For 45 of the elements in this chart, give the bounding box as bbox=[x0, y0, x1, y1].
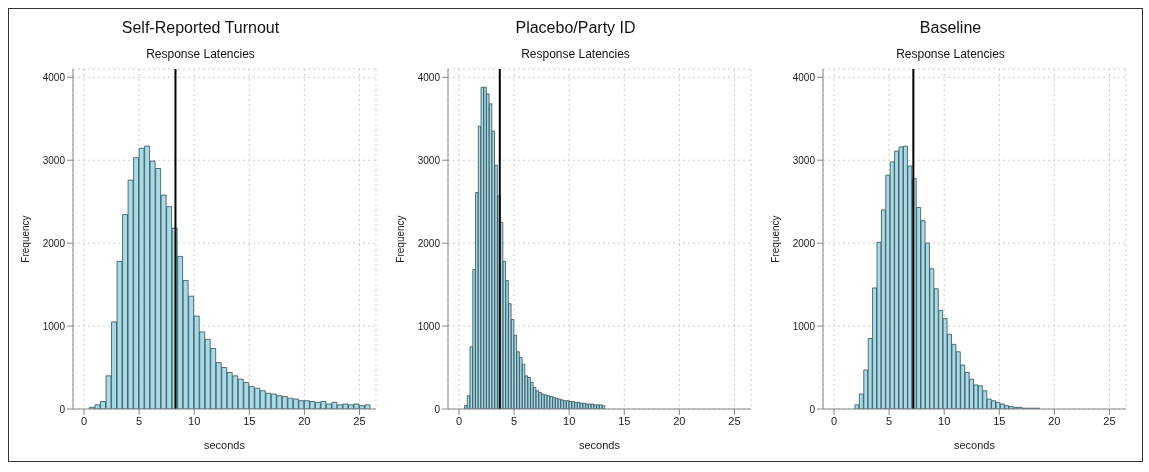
y-tick-label: 2000 bbox=[417, 237, 441, 249]
y-tick-label: 1000 bbox=[42, 320, 66, 332]
y-tick-label: 1000 bbox=[417, 320, 441, 332]
y-axis-title: Frequency bbox=[19, 215, 31, 263]
x-tick-label: 15 bbox=[243, 414, 256, 427]
x-tick-label: 15 bbox=[618, 414, 631, 427]
y-tick-label: 3000 bbox=[417, 154, 441, 166]
y-tick-label: 2000 bbox=[792, 237, 816, 249]
x-tick-label: 0 bbox=[455, 414, 463, 427]
y-tick-label: 2000 bbox=[42, 237, 66, 249]
y-tick-label: 0 bbox=[809, 403, 816, 415]
x-tick-label: 5 bbox=[886, 414, 893, 427]
y-axis-title: Frequency bbox=[769, 215, 781, 263]
x-tick-label: 20 bbox=[1048, 414, 1061, 427]
y-axis-title: Frequency bbox=[394, 215, 406, 263]
x-tick-label: 10 bbox=[563, 414, 576, 427]
y-tick-label: 4000 bbox=[42, 71, 66, 83]
x-tick-label: 20 bbox=[673, 414, 686, 427]
x-tick-label: 25 bbox=[728, 414, 741, 427]
chart-subtitle: Response Latencies bbox=[521, 47, 630, 61]
x-tick-label: 10 bbox=[188, 414, 201, 427]
x-tick-label: 5 bbox=[511, 414, 518, 427]
x-tick-label: 10 bbox=[938, 414, 951, 427]
x-tick-label: 20 bbox=[298, 414, 311, 427]
y-tick-label: 0 bbox=[59, 403, 66, 415]
x-tick-label: 15 bbox=[993, 414, 1006, 427]
y-tick-label: 3000 bbox=[42, 154, 66, 166]
x-tick-label: 0 bbox=[80, 414, 88, 427]
y-tick-label: 0 bbox=[434, 403, 441, 415]
x-tick-label: 25 bbox=[1103, 414, 1116, 427]
y-tick-label: 4000 bbox=[792, 71, 816, 83]
chart-subtitle: Response Latencies bbox=[146, 47, 255, 61]
x-tick-label: 25 bbox=[353, 414, 366, 427]
x-tick-label: 0 bbox=[830, 414, 838, 427]
x-tick-label: 5 bbox=[136, 414, 143, 427]
y-tick-label: 1000 bbox=[792, 320, 816, 332]
chart-title: Placebo/Party ID bbox=[515, 19, 636, 37]
x-axis-title: seconds bbox=[204, 439, 246, 451]
chart-title: Self-Reported Turnout bbox=[121, 19, 280, 37]
y-tick-label: 4000 bbox=[417, 71, 441, 83]
x-axis-title: seconds bbox=[954, 439, 996, 451]
y-tick-label: 3000 bbox=[792, 154, 816, 166]
chart-subtitle: Response Latencies bbox=[896, 47, 1005, 61]
chart-title: Baseline bbox=[919, 19, 982, 37]
x-axis-title: seconds bbox=[579, 439, 621, 451]
